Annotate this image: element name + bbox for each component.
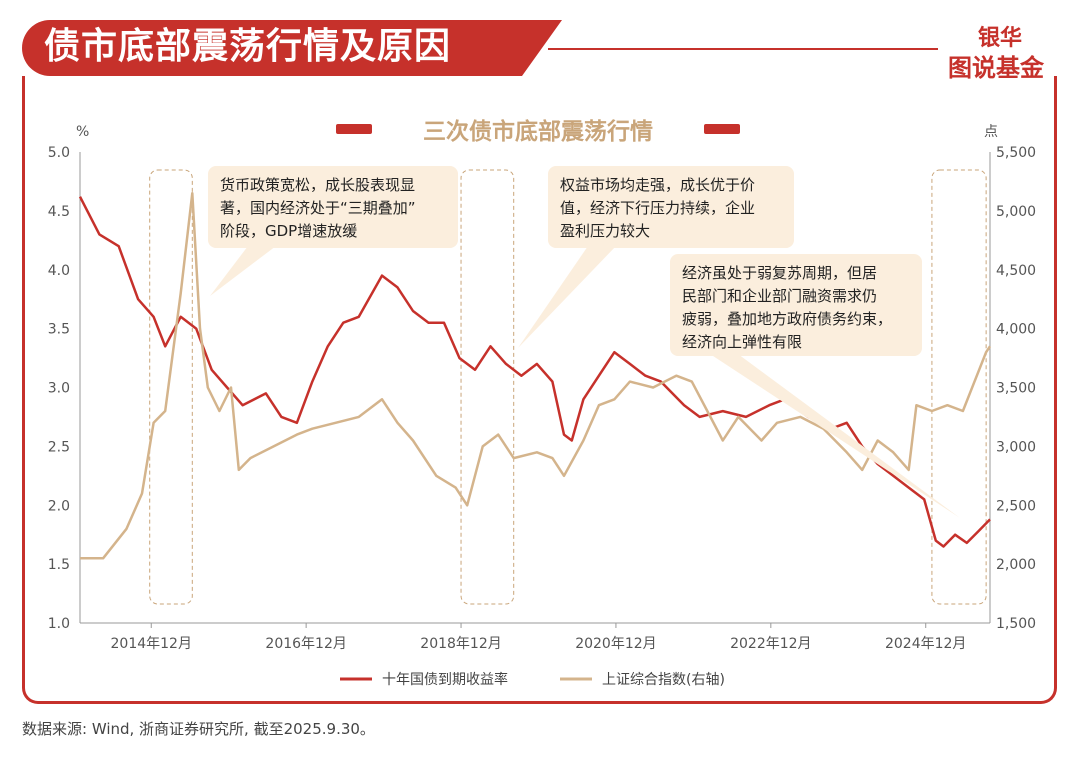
shaded-period-box xyxy=(149,169,193,605)
legend-label-index: 上证综合指数(右轴) xyxy=(602,672,725,688)
callout-text: 权益市场均走强，成长优于价 xyxy=(560,176,755,194)
source-note: 数据来源: Wind, 浙商证券研究所, 截至2025.9.30。 xyxy=(22,720,375,738)
x-tick-label: 2018年12月 xyxy=(420,636,501,652)
logo-line-2: 图说基金 xyxy=(948,54,1044,82)
y-left-tick-label: 4.5 xyxy=(48,204,70,220)
callout-text: 阶段，GDP增速放缓 xyxy=(220,222,357,240)
y-right-tick-label: 3,500 xyxy=(996,381,1036,397)
yield-line xyxy=(78,196,991,548)
callout-pointer xyxy=(710,354,960,518)
page-title: 债市底部震荡行情及原因 xyxy=(44,26,452,67)
y-left-tick-label: 4.0 xyxy=(48,263,70,279)
y-left-tick-label: 1.5 xyxy=(48,557,70,573)
chart-frame xyxy=(22,76,1057,704)
legend-label-yield: 十年国债到期收益率 xyxy=(382,671,508,688)
y-left-tick-label: 5.0 xyxy=(48,145,70,161)
callout-box xyxy=(670,254,922,356)
y-right-tick-label: 5,000 xyxy=(996,204,1036,220)
y-right-tick-label: 2,500 xyxy=(996,498,1036,514)
callout-text: 盈利压力较大 xyxy=(560,222,650,240)
x-tick-label: 2022年12月 xyxy=(730,636,811,652)
callout-text: 民部门和企业部门融资需求仍 xyxy=(682,287,877,305)
y-right-tick-label: 5,500 xyxy=(996,145,1036,161)
callout-pointer xyxy=(210,246,276,296)
callout-box xyxy=(548,166,794,248)
y-right-tick-label: 4,000 xyxy=(996,322,1036,338)
y-left-tick-label: 3.0 xyxy=(48,381,70,397)
callout-pointer xyxy=(518,246,616,348)
logo-line-1: 银华 xyxy=(978,26,1023,51)
y-left-tick-label: 2.5 xyxy=(48,439,70,455)
y-left-unit: % xyxy=(76,124,89,140)
chart-title: 三次债市底部震荡行情 xyxy=(423,118,653,145)
y-left-tick-label: 2.0 xyxy=(48,498,70,514)
callout-text: 经济向上弹性有限 xyxy=(682,333,802,351)
callout-text: 货币政策宽松，成长股表现显 xyxy=(220,176,415,194)
y-right-tick-label: 2,000 xyxy=(996,557,1036,573)
callout-text: 经济虽处于弱复苏周期，但居 xyxy=(682,264,877,282)
brand-logo: 银华 图说基金 xyxy=(944,20,1062,84)
y-right-tick-label: 3,000 xyxy=(996,439,1036,455)
callout-text: 疲弱，叠加地方政府债务约束， xyxy=(682,310,892,328)
callout-box xyxy=(208,166,458,248)
x-tick-label: 2016年12月 xyxy=(265,636,346,652)
title-deco-right xyxy=(704,124,740,134)
x-tick-label: 2020年12月 xyxy=(575,636,656,652)
y-left-tick-label: 3.5 xyxy=(48,322,70,338)
header-divider xyxy=(548,48,938,50)
index-line xyxy=(80,191,992,560)
shaded-period-box xyxy=(460,169,515,605)
shaded-period-box xyxy=(931,169,987,605)
y-right-tick-label: 4,500 xyxy=(996,263,1036,279)
title-deco-left xyxy=(336,124,372,134)
x-tick-label: 2024年12月 xyxy=(885,636,966,652)
callout-text: 值，经济下行压力持续，企业 xyxy=(560,199,755,217)
x-tick-label: 2014年12月 xyxy=(111,636,192,652)
callout-text: 著，国内经济处于“三期叠加” xyxy=(220,199,416,217)
y-right-unit: 点 xyxy=(984,124,998,140)
y-right-tick-label: 1,500 xyxy=(996,616,1036,632)
y-left-tick-label: 1.0 xyxy=(48,616,70,632)
